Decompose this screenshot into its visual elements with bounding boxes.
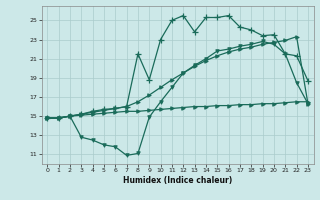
X-axis label: Humidex (Indice chaleur): Humidex (Indice chaleur) bbox=[123, 176, 232, 185]
